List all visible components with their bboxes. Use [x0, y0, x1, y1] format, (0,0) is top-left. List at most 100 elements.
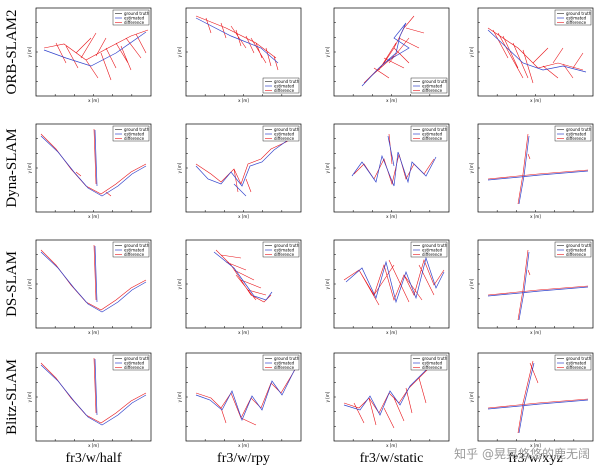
legend-label: estimated: [422, 83, 443, 88]
panel: x [m] y [m] ground truthestimateddifferenc…: [177, 123, 302, 219]
legend-label: ground truth: [274, 243, 300, 248]
column-label: fr3/w/rpy: [217, 451, 270, 466]
x-axis-label: x [m]: [386, 98, 397, 103]
column-label: fr3/w/xyz: [508, 451, 562, 466]
x-axis-label: x [m]: [88, 98, 99, 103]
x-axis-label: x [m]: [530, 214, 541, 219]
x-axis-label: x [m]: [386, 330, 397, 335]
panel: x [m] y [m] ground truthestimateddifferenc…: [325, 239, 450, 335]
row-label: Blitz-SLAM: [4, 359, 20, 435]
panel: x [m] y [m] ground truthestimateddifferenc…: [325, 7, 450, 103]
panel: x [m] y [m] ground truthestimateddifferenc…: [469, 123, 594, 219]
legend-label: estimated: [422, 360, 443, 365]
watermark: 知乎 @晃晃悠悠的鹿无阔: [454, 446, 590, 461]
legend-label: ground truth: [274, 79, 300, 84]
legend-label: difference: [422, 365, 443, 370]
legend-label: difference: [274, 136, 295, 141]
x-axis-label: x [m]: [386, 214, 397, 219]
row-label: Dyna-SLAM: [4, 128, 20, 207]
legend-label: estimated: [422, 131, 443, 136]
legend-label: difference: [124, 136, 145, 141]
panel: x [m] y [m] ground truthestimateddifferenc…: [27, 239, 152, 335]
legend-label: ground truth: [566, 127, 592, 132]
legend-label: difference: [566, 365, 587, 370]
y-axis-label: y [m]: [177, 46, 182, 57]
legend-label: estimated: [274, 360, 295, 365]
y-axis-label: y [m]: [177, 278, 182, 289]
panel: x [m] y [m] ground truthestimateddifferenc…: [27, 352, 152, 448]
x-axis-label: x [m]: [238, 98, 249, 103]
legend-label: ground truth: [566, 356, 592, 361]
legend-label: estimated: [124, 131, 145, 136]
legend-label: estimated: [274, 131, 295, 136]
y-axis-label: y [m]: [27, 46, 32, 57]
legend-label: difference: [124, 20, 145, 25]
column-label: fr3/w/static: [360, 451, 424, 466]
row-label: ORB-SLAM2: [4, 9, 20, 94]
legend-label: ground truth: [422, 79, 448, 84]
legend-label: estimated: [274, 247, 295, 252]
x-axis-label: x [m]: [88, 214, 99, 219]
x-axis-label: x [m]: [238, 214, 249, 219]
x-axis-label: x [m]: [238, 443, 249, 448]
y-axis-label: y [m]: [469, 278, 474, 289]
x-axis-label: x [m]: [238, 330, 249, 335]
legend-label: estimated: [422, 247, 443, 252]
legend-label: difference: [274, 365, 295, 370]
legend-label: estimated: [124, 360, 145, 365]
panel: x [m] y [m] ground truthestimateddifferenc…: [27, 7, 152, 103]
legend-label: estimated: [274, 83, 295, 88]
row-label: DS-SLAM: [4, 251, 20, 317]
panel: x [m] y [m] ground truthestimateddifferenc…: [177, 7, 302, 103]
panel: x [m] y [m] ground truthestimateddifferenc…: [177, 352, 302, 448]
legend-label: difference: [124, 365, 145, 370]
x-axis-label: x [m]: [530, 443, 541, 448]
legend-label: difference: [566, 252, 587, 257]
y-axis-label: y [m]: [325, 391, 330, 402]
y-axis-label: y [m]: [325, 162, 330, 173]
y-axis-label: y [m]: [177, 391, 182, 402]
y-axis-label: y [m]: [27, 391, 32, 402]
legend-label: ground truth: [274, 356, 300, 361]
legend-label: difference: [422, 252, 443, 257]
legend-label: estimated: [566, 15, 587, 20]
legend-label: estimated: [124, 247, 145, 252]
legend-label: estimated: [566, 360, 587, 365]
legend-label: difference: [274, 252, 295, 257]
x-axis-label: x [m]: [88, 443, 99, 448]
legend-label: ground truth: [274, 127, 300, 132]
legend-label: ground truth: [566, 243, 592, 248]
y-axis-label: y [m]: [27, 278, 32, 289]
panel: x [m] y [m] ground truthestimateddifferenc…: [325, 352, 450, 448]
y-axis-label: y [m]: [27, 162, 32, 173]
legend-label: ground truth: [124, 127, 150, 132]
legend-label: ground truth: [124, 243, 150, 248]
column-label: fr3/w/half: [66, 451, 122, 466]
legend-label: difference: [566, 20, 587, 25]
x-axis-label: x [m]: [386, 443, 397, 448]
panel: x [m] y [m] ground truthestimateddifferenc…: [469, 239, 594, 335]
y-axis-label: y [m]: [325, 46, 330, 57]
panel: x [m] y [m] ground truthestimateddifferenc…: [469, 7, 594, 103]
legend-label: difference: [566, 136, 587, 141]
panel: x [m] y [m] ground truthestimateddifferenc…: [177, 239, 302, 335]
legend-label: difference: [422, 88, 443, 93]
panel: x [m] y [m] ground truthestimateddifferenc…: [469, 352, 594, 448]
legend-label: estimated: [566, 131, 587, 136]
legend-label: ground truth: [422, 127, 448, 132]
y-axis-label: y [m]: [469, 46, 474, 57]
legend-label: ground truth: [566, 11, 592, 16]
x-axis-label: x [m]: [530, 330, 541, 335]
y-axis-label: y [m]: [325, 278, 330, 289]
x-axis-label: x [m]: [530, 98, 541, 103]
panel: x [m] y [m] ground truthestimateddifferenc…: [27, 123, 152, 219]
legend-label: estimated: [566, 247, 587, 252]
y-axis-label: y [m]: [177, 162, 182, 173]
legend-label: ground truth: [124, 11, 150, 16]
y-axis-label: y [m]: [469, 391, 474, 402]
legend-label: ground truth: [422, 243, 448, 248]
legend-label: difference: [274, 88, 295, 93]
legend-label: ground truth: [422, 356, 448, 361]
x-axis-label: x [m]: [88, 330, 99, 335]
